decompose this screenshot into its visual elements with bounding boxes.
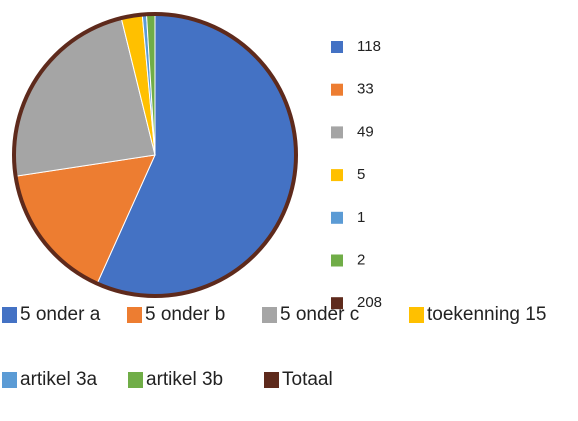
legend-swatch (331, 297, 343, 310)
legend-swatch (331, 83, 343, 96)
legend-swatch (127, 307, 142, 323)
legend-swatch (409, 307, 424, 323)
legend-label: 5 onder a (20, 304, 101, 325)
legend-label: 5 onder c (280, 304, 359, 325)
legend-swatch (128, 372, 143, 388)
legend-label: toekenning 15 (427, 304, 546, 325)
legend-swatch (262, 307, 277, 323)
legend-label: 5 onder b (145, 304, 225, 325)
legend-value: 1 (357, 209, 365, 226)
pie-total-ring (12, 12, 298, 298)
legend-swatch (2, 372, 17, 388)
legend-swatch (331, 254, 343, 267)
legend-label: artikel 3b (146, 369, 223, 390)
legend-swatch (331, 126, 343, 139)
legend-swatch (331, 169, 343, 182)
legend-swatch (264, 372, 279, 388)
legend-value: 49 (357, 123, 374, 140)
legend-value: 5 (357, 166, 365, 183)
legend-value: 2 (357, 251, 365, 268)
legend-label: Totaal (282, 369, 333, 390)
legend-value: 118 (357, 38, 381, 55)
legend-swatch (2, 307, 17, 323)
legend-value: 33 (357, 81, 374, 98)
legend-swatch (331, 41, 343, 53)
legend-value: 208 (357, 294, 382, 311)
legend-label: artikel 3a (20, 369, 98, 390)
legend-swatch (331, 211, 343, 224)
